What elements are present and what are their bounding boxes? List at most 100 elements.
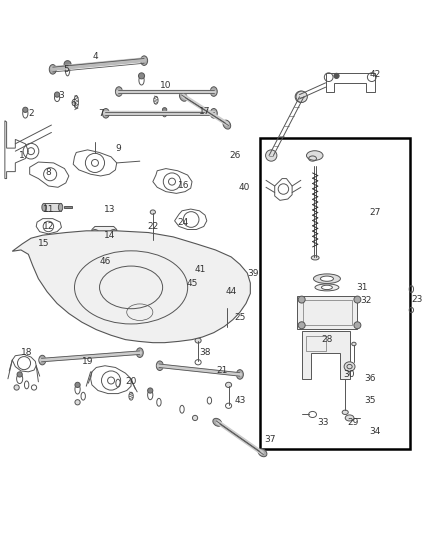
Text: 39: 39 (247, 269, 259, 278)
Text: 44: 44 (226, 287, 237, 296)
Ellipse shape (206, 283, 212, 297)
Text: 9: 9 (115, 143, 121, 152)
Ellipse shape (210, 109, 217, 118)
Circle shape (334, 73, 339, 78)
Text: 35: 35 (365, 396, 376, 405)
Ellipse shape (150, 210, 155, 214)
Circle shape (354, 322, 361, 329)
Text: 34: 34 (369, 426, 381, 435)
Ellipse shape (352, 342, 356, 346)
Circle shape (354, 296, 361, 303)
Text: 45: 45 (186, 279, 198, 287)
Circle shape (298, 322, 305, 329)
Ellipse shape (224, 304, 230, 309)
Text: 5: 5 (63, 65, 69, 74)
Ellipse shape (321, 276, 333, 281)
Polygon shape (92, 227, 117, 241)
Text: 10: 10 (160, 82, 172, 91)
Polygon shape (302, 331, 350, 379)
Text: 14: 14 (104, 231, 115, 240)
Text: 6: 6 (71, 99, 76, 108)
Text: 30: 30 (343, 370, 354, 379)
Circle shape (23, 107, 28, 112)
Ellipse shape (192, 415, 198, 421)
Circle shape (296, 91, 307, 102)
Ellipse shape (258, 449, 267, 457)
Text: 26: 26 (230, 151, 241, 160)
Ellipse shape (42, 204, 46, 211)
Text: 13: 13 (103, 205, 115, 214)
Circle shape (54, 92, 60, 97)
Bar (44, 204, 60, 211)
Circle shape (138, 73, 145, 79)
Text: 19: 19 (82, 357, 93, 366)
Text: 4: 4 (92, 52, 98, 61)
Ellipse shape (136, 348, 143, 358)
Text: 22: 22 (147, 222, 159, 231)
Ellipse shape (39, 356, 46, 365)
Bar (297, 296, 357, 329)
Text: 32: 32 (360, 296, 372, 305)
Circle shape (75, 382, 80, 387)
Text: 15: 15 (38, 239, 50, 248)
Text: 8: 8 (46, 168, 51, 177)
Ellipse shape (311, 256, 319, 260)
Ellipse shape (156, 361, 163, 370)
Ellipse shape (58, 204, 63, 211)
Text: 43: 43 (234, 396, 246, 405)
Bar (64, 206, 72, 208)
Text: 12: 12 (43, 222, 54, 231)
Ellipse shape (235, 268, 245, 276)
Text: 31: 31 (356, 283, 367, 292)
Ellipse shape (315, 284, 339, 291)
Circle shape (64, 61, 71, 68)
Text: 29: 29 (347, 418, 359, 427)
Circle shape (295, 91, 307, 102)
Bar (206, 287, 243, 300)
Circle shape (265, 150, 277, 161)
Text: 25: 25 (234, 313, 246, 322)
Ellipse shape (75, 400, 80, 405)
Ellipse shape (344, 362, 355, 372)
Text: 36: 36 (365, 374, 376, 383)
Ellipse shape (321, 285, 332, 289)
Text: 16: 16 (177, 181, 189, 190)
Ellipse shape (116, 87, 122, 96)
Text: 24: 24 (178, 217, 189, 227)
Ellipse shape (226, 382, 232, 387)
Bar (260, 138, 410, 449)
Ellipse shape (167, 283, 173, 297)
Ellipse shape (223, 120, 231, 129)
Text: 3: 3 (59, 91, 64, 100)
Text: 1: 1 (19, 151, 25, 160)
Text: 37: 37 (265, 435, 276, 444)
Text: 46: 46 (99, 257, 111, 266)
Bar (98, 256, 120, 273)
Text: 17: 17 (199, 108, 211, 117)
Ellipse shape (210, 87, 217, 96)
Text: 42: 42 (369, 70, 381, 79)
Text: 40: 40 (239, 183, 250, 192)
Ellipse shape (342, 410, 348, 415)
Circle shape (162, 108, 167, 112)
Text: 28: 28 (321, 335, 332, 344)
Bar (170, 283, 209, 297)
Ellipse shape (180, 92, 187, 101)
Text: 41: 41 (195, 265, 206, 274)
Ellipse shape (237, 370, 244, 379)
Text: 11: 11 (42, 205, 54, 214)
Circle shape (298, 296, 305, 303)
Text: 33: 33 (317, 418, 328, 427)
Polygon shape (12, 231, 251, 343)
Text: 21: 21 (217, 366, 228, 375)
Ellipse shape (213, 418, 222, 426)
Circle shape (148, 388, 153, 393)
Bar (306, 336, 325, 351)
Text: 20: 20 (125, 377, 137, 386)
Ellipse shape (14, 385, 19, 390)
Text: 27: 27 (369, 207, 381, 216)
Text: 38: 38 (199, 348, 211, 357)
Ellipse shape (345, 415, 354, 421)
Ellipse shape (307, 151, 323, 160)
Circle shape (17, 372, 22, 377)
